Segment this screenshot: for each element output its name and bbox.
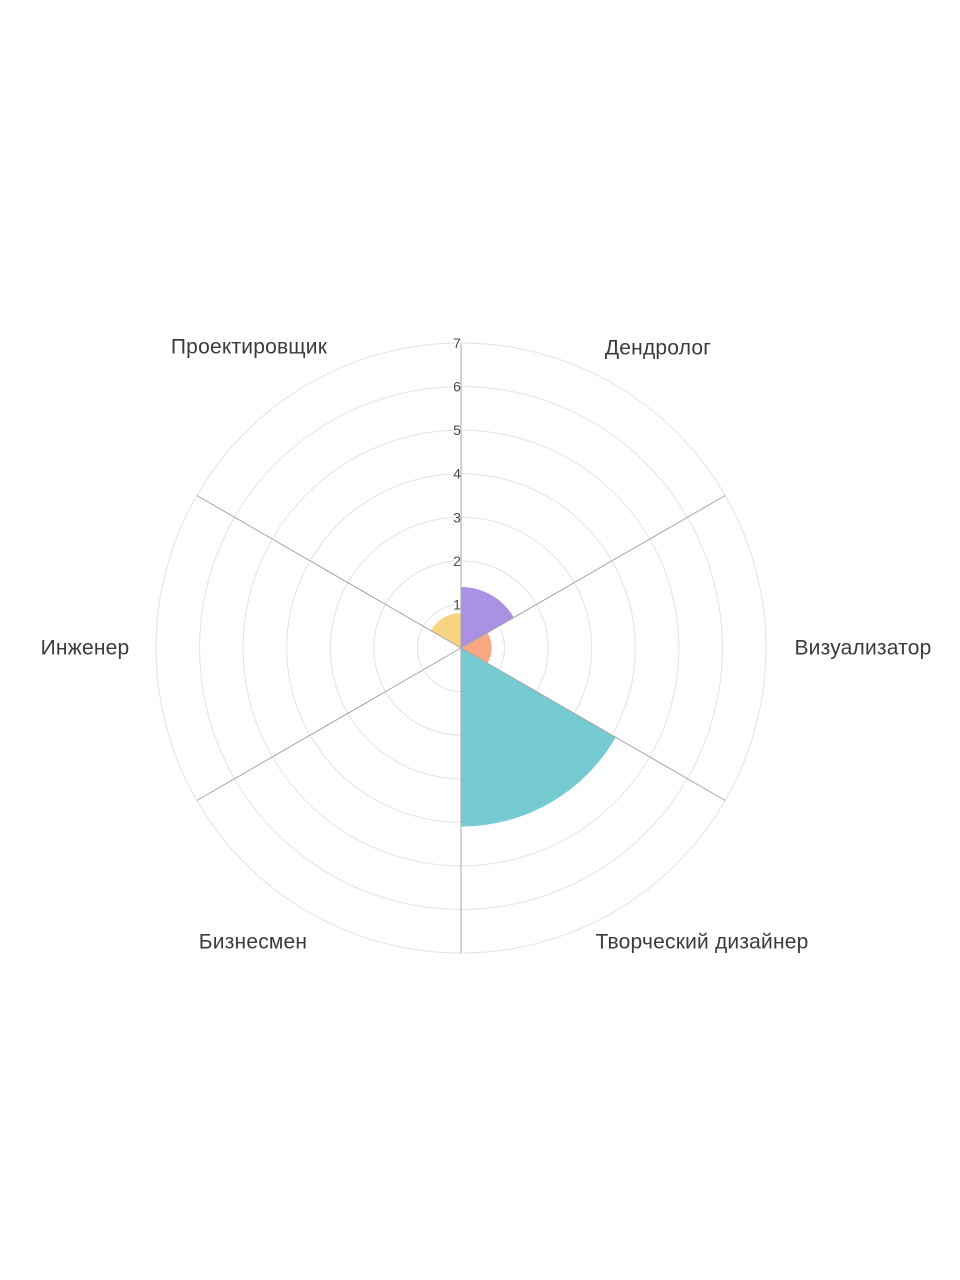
category-label-biznesmen: Бизнесмен (198, 930, 308, 954)
bar-sector (461, 587, 514, 648)
category-label-vizualizator: Визуализатор (794, 636, 932, 660)
radial-tick-label: 7 (453, 335, 461, 351)
spoke-line (460, 495, 726, 649)
category-label-tvorcheskiy-dizayner: Творческий дизайнер (595, 930, 809, 954)
bar-sector (461, 632, 492, 664)
radial-tick-label: 1 (453, 596, 461, 612)
radial-tick-label: 4 (453, 466, 461, 482)
category-label-proektirovshchik: Проектировщик (170, 335, 328, 359)
radial-tick-label: 5 (453, 422, 461, 438)
spoke-line (460, 647, 726, 801)
radial-tick-label: 2 (453, 553, 461, 569)
radial-tick-label: 6 (453, 379, 461, 395)
bar-sector (461, 648, 616, 827)
spoke-line (196, 647, 462, 801)
category-label-dendrolog: Дендролог (604, 336, 712, 360)
bar-sector (430, 613, 461, 648)
category-label-inzhener: Инженер (40, 636, 130, 660)
radial-tick-label: 3 (453, 509, 461, 525)
spoke-line (196, 495, 462, 649)
